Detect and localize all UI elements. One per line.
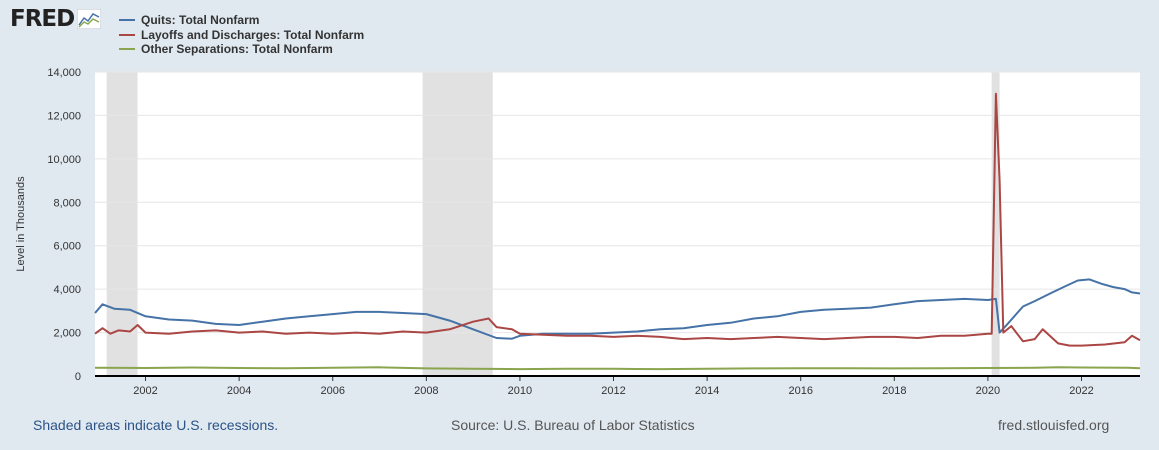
recession-band-0 bbox=[106, 72, 138, 376]
x-tick-label: 2022 bbox=[1069, 385, 1093, 397]
recession-band-1 bbox=[422, 72, 493, 376]
y-tick-label: 0 bbox=[75, 371, 81, 383]
x-tick-label: 2016 bbox=[788, 385, 812, 397]
site-url[interactable]: fred.stlouisfed.org bbox=[998, 417, 1110, 433]
legend-swatch-quits bbox=[119, 19, 135, 22]
fred-logo[interactable]: FRED bbox=[10, 6, 102, 32]
legend-item-other[interactable]: Other Separations: Total Nonfarm bbox=[119, 42, 364, 57]
legend-swatch-layoffs bbox=[119, 33, 135, 36]
y-tick-label: 12,000 bbox=[47, 110, 81, 122]
x-tick-label: 2014 bbox=[695, 385, 719, 397]
x-tick-label: 2006 bbox=[320, 385, 344, 397]
x-tick-label: 2008 bbox=[414, 385, 438, 397]
line-graph-icon bbox=[77, 9, 102, 29]
legend-label-other: Other Separations: Total Nonfarm bbox=[141, 42, 333, 56]
y-tick-label: 2,000 bbox=[53, 328, 81, 340]
legend-label-quits: Quits: Total Nonfarm bbox=[141, 13, 260, 27]
plot-background bbox=[95, 72, 1140, 376]
x-tick-label: 2010 bbox=[508, 385, 532, 397]
legend-item-layoffs[interactable]: Layoffs and Discharges: Total Nonfarm bbox=[119, 28, 364, 43]
y-tick-label: 6,000 bbox=[53, 241, 81, 253]
series-line-0 bbox=[94, 278, 1141, 340]
y-axis-label: Level in Thousands bbox=[15, 176, 27, 272]
y-tick-label: 8,000 bbox=[53, 197, 81, 209]
recession-band-2 bbox=[991, 72, 1000, 376]
legend-item-quits[interactable]: Quits: Total Nonfarm bbox=[119, 13, 364, 28]
y-tick-label: 14,000 bbox=[47, 67, 81, 79]
legend-swatch-other bbox=[119, 48, 135, 51]
chart-legend: Quits: Total Nonfarm Layoffs and Dischar… bbox=[119, 13, 364, 57]
x-tick-label: 2004 bbox=[227, 385, 251, 397]
x-tick-label: 2002 bbox=[133, 385, 157, 397]
legend-label-layoffs: Layoffs and Discharges: Total Nonfarm bbox=[141, 27, 365, 42]
x-tick-label: 2012 bbox=[601, 385, 625, 397]
y-tick-label: 4,000 bbox=[53, 284, 81, 296]
y-tick-label: 10,000 bbox=[47, 154, 81, 166]
x-tick-label: 2020 bbox=[976, 385, 1000, 397]
source-note: Source: U.S. Bureau of Labor Statistics bbox=[451, 417, 695, 433]
recession-note: Shaded areas indicate U.S. recessions. bbox=[33, 417, 279, 433]
fred-logo-text: FRED bbox=[10, 6, 75, 32]
series-line-1 bbox=[94, 92, 1141, 347]
series-line-2 bbox=[94, 366, 1141, 371]
x-tick-label: 2018 bbox=[882, 385, 906, 397]
